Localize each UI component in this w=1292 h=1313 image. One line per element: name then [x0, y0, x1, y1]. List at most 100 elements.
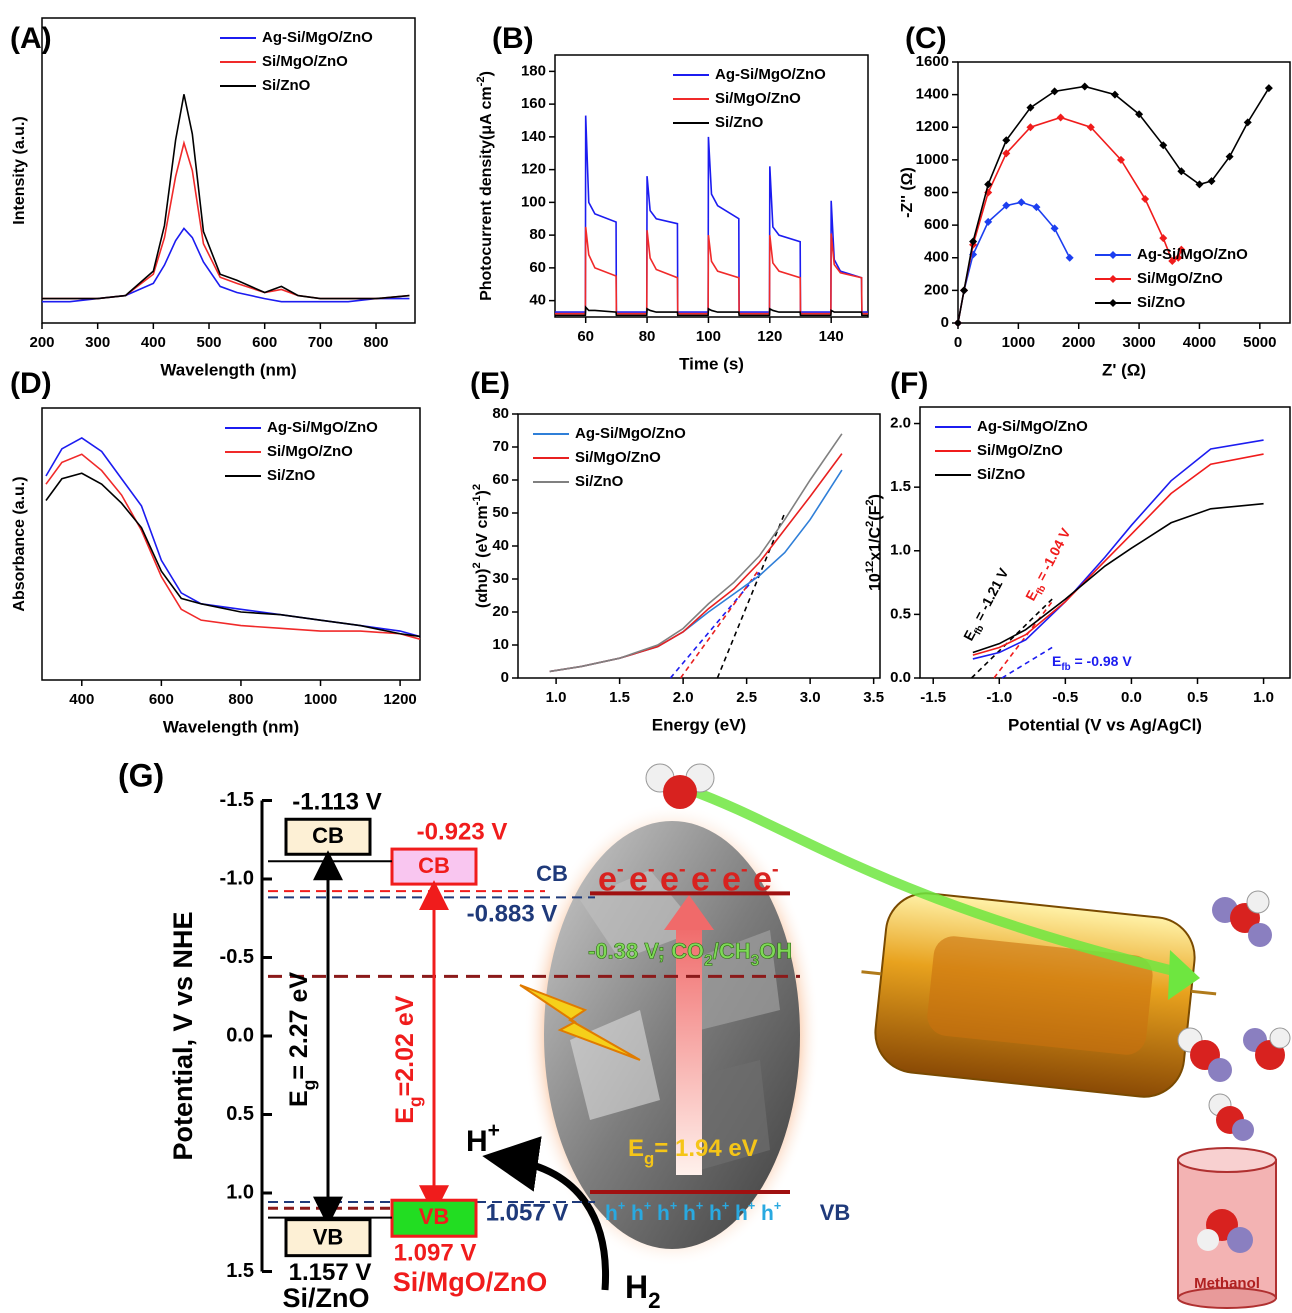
legend-label: Si/ZnO — [575, 473, 624, 490]
x-tick-label: 3.0 — [800, 689, 821, 706]
y-tick-label: 80 — [529, 226, 546, 243]
hole-symbol: h — [709, 1201, 722, 1224]
vb-potential: 1.097 V — [394, 1240, 477, 1267]
x-tick-label: 400 — [141, 334, 166, 351]
legend-label: Ag-Si/MgO/ZnO — [575, 425, 686, 442]
beaker-bottom — [1177, 1287, 1277, 1309]
series-line — [555, 115, 868, 313]
y-tick-label: 0.0 — [226, 1024, 254, 1046]
x-axis-label: Time (s) — [679, 354, 744, 373]
electron: e- — [722, 859, 748, 899]
electron: e- — [660, 859, 686, 899]
electron-symbol: e — [691, 860, 710, 898]
y-tick-label: 40 — [492, 537, 509, 554]
reactor-pin — [1191, 989, 1217, 996]
data-point — [1002, 136, 1011, 145]
band-gap: Eg= 1.94 eV — [628, 1135, 758, 1168]
text-segment: -0.38 V; CO — [588, 938, 704, 963]
data-point — [1177, 245, 1186, 254]
text-segment: 2 — [471, 562, 483, 568]
y-tick-label: 0.0 — [890, 669, 911, 686]
vb-box — [284, 1218, 372, 1258]
atom — [1232, 1119, 1254, 1141]
x-axis-label: Wavelength (nm) — [163, 717, 299, 736]
x-tick-label: 300 — [85, 334, 110, 351]
atom — [1269, 1027, 1291, 1049]
data-point — [1002, 201, 1011, 210]
text-segment: = -0.98 V — [1071, 653, 1133, 669]
x-tick-label: 400 — [69, 691, 94, 708]
cb-box — [284, 817, 372, 856]
y-tick-label: 100 — [521, 193, 546, 210]
data-point — [969, 237, 978, 246]
cb-label: CB — [312, 823, 344, 848]
text-segment: =2.02 eV — [391, 995, 419, 1096]
cb-potential: -1.113 V — [292, 789, 381, 816]
hole: h+ — [761, 1199, 781, 1224]
text-segment: E — [285, 1090, 313, 1107]
legend-label: Ag-Si/MgO/ZnO — [267, 419, 378, 436]
legend-label: Si/ZnO — [262, 77, 311, 94]
y-axis-label: Photocurrent density(μA cm-2) — [475, 71, 495, 301]
x-tick-label: 800 — [228, 691, 253, 708]
legend-marker — [1109, 275, 1117, 283]
redox-label: -0.38 V; CO2/CH3OH — [588, 938, 792, 969]
x-tick-label: 0.5 — [1187, 689, 1208, 706]
x-tick-label: 2000 — [1062, 334, 1095, 351]
legend-label: Ag-Si/MgO/ZnO — [1137, 246, 1248, 263]
series-line — [957, 116, 1183, 324]
panel-label: (F) — [890, 367, 928, 400]
data-point — [1110, 90, 1119, 99]
data-point — [1056, 113, 1065, 122]
y-tick-label: 30 — [492, 570, 509, 587]
data-point — [1080, 82, 1089, 91]
atom — [1197, 1229, 1219, 1251]
panel-label: (C) — [905, 22, 947, 55]
electron-symbol: e — [660, 860, 679, 898]
y-tick-label: 800 — [924, 183, 949, 200]
annotation: Efb = -1.21 V — [960, 565, 1016, 646]
y-tick-label: 80 — [492, 405, 509, 422]
legend-label: Ag-Si/MgO/ZnO — [262, 29, 373, 46]
crystal — [690, 930, 780, 1030]
panel-label: (B) — [492, 22, 534, 55]
water-molecule — [645, 763, 715, 809]
atom — [1208, 1058, 1232, 1082]
material-name: Si/MgO/ZnO — [393, 1267, 548, 1297]
x-tick-label: 80 — [639, 328, 656, 345]
hole-symbol: h — [631, 1201, 644, 1224]
text-segment: 2 — [704, 952, 713, 969]
y-tick-label: 1400 — [916, 86, 949, 103]
x-tick-label: 100 — [696, 328, 721, 345]
hole: h+ — [735, 1199, 755, 1224]
y-tick-label: 600 — [924, 216, 949, 233]
series-line — [972, 502, 1264, 654]
atom — [663, 775, 697, 809]
electron: e- — [753, 859, 779, 899]
text-segment: H — [625, 1269, 648, 1305]
cb-label: CB — [418, 853, 450, 878]
y-tick-label: 1200 — [916, 118, 949, 135]
y-tick-label: 1.5 — [890, 478, 911, 495]
electron-charge: - — [710, 859, 717, 881]
text-segment: (eV cm — [474, 505, 491, 562]
data-point — [1177, 167, 1186, 176]
y-axis-label: Potential, V vs NHE — [168, 911, 198, 1160]
x-tick-label: -1.5 — [920, 689, 946, 706]
text-segment: fb — [1034, 584, 1048, 597]
series-line — [45, 436, 421, 638]
sem-image — [524, 803, 820, 1267]
electron-charge: - — [648, 859, 655, 881]
electron: e- — [629, 859, 655, 899]
x-tick-label: 140 — [819, 328, 844, 345]
series-line — [549, 469, 843, 673]
text-segment: /CH — [713, 938, 751, 963]
vb-label: VB — [820, 1200, 851, 1225]
y-axis-label: Intensity (a.u.) — [11, 116, 28, 224]
data-point — [1002, 149, 1011, 158]
text-segment: = 1.94 eV — [654, 1135, 757, 1162]
fit-line — [679, 568, 760, 679]
text-segment: E — [391, 1107, 419, 1124]
excitation-arrow — [676, 925, 702, 1175]
